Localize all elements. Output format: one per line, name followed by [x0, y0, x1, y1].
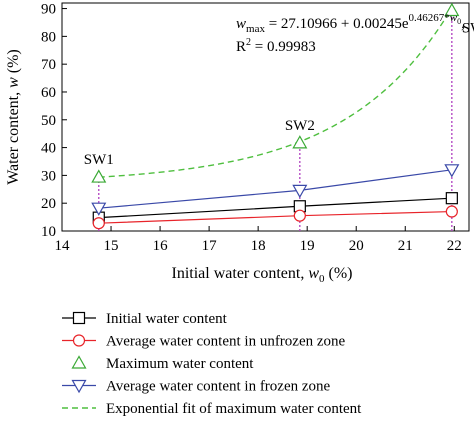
legend-swatch-marker: [72, 334, 86, 347]
legend-item: Initial water content: [62, 311, 228, 327]
data-point: [92, 217, 105, 230]
legend-swatch-marker: [71, 379, 87, 394]
eq-tail: ,: [461, 16, 465, 32]
r2-value: = 0.99983: [251, 39, 316, 55]
legend-item: Average water content in unfrozen zone: [62, 334, 346, 350]
sw-annotation: SW1: [84, 152, 114, 168]
x-title-main: Initial water content,: [172, 265, 309, 282]
y-tick-label: 10: [41, 224, 56, 240]
legend-item: Maximum water content: [71, 355, 254, 372]
y-title-main: Water content,: [5, 88, 22, 185]
fit-equation: wmax = 27.10966 + 0.00245e0.46267*w0,: [236, 12, 465, 35]
y-tick-label: 30: [41, 168, 56, 184]
y-tick-label: 90: [41, 2, 56, 18]
y-tick-label: 40: [41, 141, 56, 157]
data-point: [292, 135, 308, 149]
plot-frame: [61, 2, 470, 232]
series-line: [98, 210, 452, 224]
legend-label: Initial water content: [106, 311, 228, 327]
y-tick-label: 70: [41, 57, 56, 73]
legend-swatch-marker: [71, 355, 87, 369]
x-tick-label: 17: [202, 238, 218, 254]
y-tick-label: 60: [41, 85, 56, 101]
x-tick-label: 22: [447, 238, 462, 254]
eq-exp-sub: 0: [457, 17, 461, 26]
data-point: [91, 169, 107, 183]
legend-label: Exponential fit of maximum water content: [106, 401, 362, 417]
eq-exp: 0.46267*: [409, 12, 450, 24]
legend-label: Maximum water content: [106, 356, 254, 372]
legend: Initial water content Average water conte…: [62, 311, 362, 417]
x-tick-label: 14: [55, 238, 71, 254]
eq-lhs-sub: max: [246, 23, 265, 35]
fit-curve: [98, 7, 453, 178]
annotations: SW1 SW2 SW3: [84, 21, 474, 169]
x-tick-label: 21: [398, 238, 413, 254]
eq-lhs: w: [236, 16, 246, 32]
data-point: [91, 202, 107, 216]
y-tick-label: 50: [41, 113, 56, 129]
data-point: [445, 192, 458, 205]
legend-swatch-marker: [72, 311, 86, 325]
legend-label: Average water content in unfrozen zone: [106, 334, 346, 350]
eq-rhs: = 27.10966 + 0.00245e: [265, 16, 409, 32]
r2-label: R: [236, 39, 246, 55]
legend-label: Average water content in frozen zone: [106, 379, 331, 395]
data-point: [445, 205, 458, 218]
data-point: [444, 164, 460, 178]
x-axis: 14 15 16 17 18 19 20 21 22: [55, 226, 462, 254]
x-title-var: w: [308, 265, 319, 282]
sw-annotation: SW2: [285, 118, 315, 134]
fit-r2: R2 = 0.99983: [236, 37, 316, 55]
data-point: [292, 184, 308, 199]
y-tick-label: 80: [41, 29, 56, 45]
y-title-var: w: [5, 77, 22, 88]
x-tick-label: 15: [104, 238, 119, 254]
legend-item: Average water content in frozen zone: [62, 379, 331, 395]
series-line: [98, 169, 452, 209]
x-title-unit: (%): [325, 265, 353, 282]
x-tick-label: 20: [349, 238, 364, 254]
x-axis-title: Initial water content, w0 (%): [172, 265, 353, 285]
fit-curve-line: [98, 7, 453, 178]
r2-sup: 2: [246, 37, 251, 48]
series-line: [98, 197, 452, 219]
y-tick-label: 20: [41, 196, 56, 212]
x-tick-label: 19: [300, 238, 315, 254]
y-title-unit: (%): [5, 49, 22, 77]
data-point: [444, 2, 460, 17]
y-axis-title: Water content, w (%): [5, 49, 22, 185]
sw-annotation: SW3: [462, 21, 474, 37]
x-title-sub: 0: [319, 273, 325, 285]
x-tick-label: 18: [251, 238, 266, 254]
data-point: [293, 209, 306, 222]
x-tick-label: 16: [153, 238, 169, 254]
y-axis: 10 20 30 40 50 60 70 80 90: [41, 2, 67, 240]
series-group: [91, 2, 460, 230]
eq-exp-var: w: [450, 12, 458, 24]
legend-item: Exponential fit of maximum water content: [62, 401, 362, 417]
